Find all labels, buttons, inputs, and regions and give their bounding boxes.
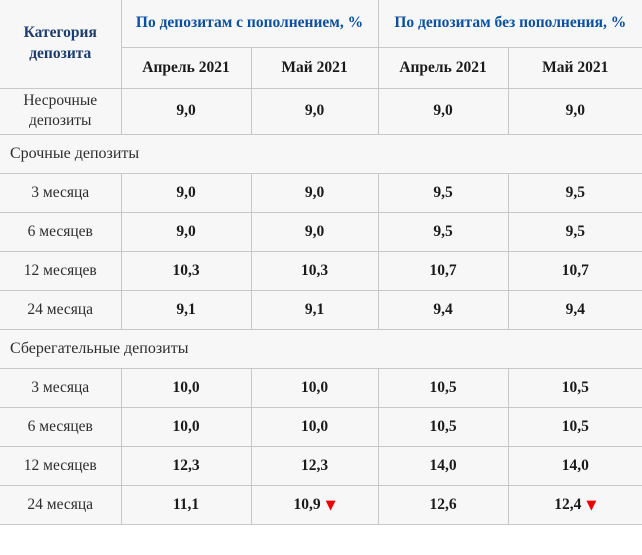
category-column-header: Категория депозита [0, 0, 122, 89]
table-row: 24 месяца 11,1 10,9 ▼ 12,6 12,4 ▼ [0, 485, 642, 526]
rate-value: 10,9 [293, 496, 321, 514]
table-row: Несрочные депозиты 9,0 9,0 9,0 9,0 [0, 88, 642, 136]
rate-cell: 9,0 [378, 88, 509, 136]
deposit-rates-table: Категория депозита По депозитам с пополн… [0, 0, 642, 526]
row-label: 3 месяца [0, 173, 122, 214]
rate-cell: 9,0 [251, 173, 379, 214]
rate-cell: 10,9 ▼ [251, 485, 379, 526]
rate-cell: 9,5 [378, 173, 509, 214]
rate-cell: 10,5 [508, 407, 642, 448]
rate-cell: 10,0 [121, 407, 252, 448]
month-header: Апрель 2021 [378, 47, 509, 89]
rate-cell: 9,0 [121, 173, 252, 214]
table-row: 6 месяцев 10,0 10,0 10,5 10,5 [0, 407, 642, 448]
rate-cell: 9,4 [508, 290, 642, 331]
group-header-without-replenishment: По депозитам без пополнения, % [378, 0, 642, 48]
rate-cell: 12,3 [121, 446, 252, 487]
month-header: Апрель 2021 [121, 47, 252, 89]
rate-cell: 10,5 [378, 368, 509, 409]
rate-cell: 14,0 [508, 446, 642, 487]
rate-cell: 10,5 [508, 368, 642, 409]
rate-cell: 9,1 [251, 290, 379, 331]
section-row: Сберегательные депозиты [0, 329, 642, 370]
rate-cell: 10,0 [251, 368, 379, 409]
rate-cell: 12,4 ▼ [508, 485, 642, 526]
table-row: 6 месяцев 9,0 9,0 9,5 9,5 [0, 212, 642, 253]
rate-cell: 12,3 [251, 446, 379, 487]
rate-cell: 11,1 [121, 485, 252, 526]
rate-cell: 12,6 [378, 485, 509, 526]
rate-cell: 14,0 [378, 446, 509, 487]
month-header: Май 2021 [251, 47, 379, 89]
rate-cell: 9,0 [251, 88, 379, 136]
table-row: 12 месяцев 12,3 12,3 14,0 14,0 [0, 446, 642, 487]
rate-cell: 10,5 [378, 407, 509, 448]
month-header: Май 2021 [508, 47, 642, 89]
rate-cell: 9,0 [251, 212, 379, 253]
rate-cell: 9,5 [378, 212, 509, 253]
rate-value: 12,4 [554, 496, 582, 514]
rate-cell: 10,3 [251, 251, 379, 292]
row-label: 6 месяцев [0, 407, 122, 448]
row-label: 24 месяца [0, 290, 122, 331]
rate-cell: 10,0 [251, 407, 379, 448]
table-row: 3 месяца 9,0 9,0 9,5 9,5 [0, 173, 642, 214]
rate-cell: 9,1 [121, 290, 252, 331]
table-row: 12 месяцев 10,3 10,3 10,7 10,7 [0, 251, 642, 292]
group-header-with-replenishment: По депозитам с пополнением, % [121, 0, 379, 48]
rate-cell: 9,4 [378, 290, 509, 331]
row-label: 12 месяцев [0, 251, 122, 292]
row-label: Несрочные депозиты [0, 88, 122, 136]
row-label: 12 месяцев [0, 446, 122, 487]
row-label: 3 месяца [0, 368, 122, 409]
rate-cell: 9,0 [121, 212, 252, 253]
rate-cell: 10,0 [121, 368, 252, 409]
table-row: 3 месяца 10,0 10,0 10,5 10,5 [0, 368, 642, 409]
section-label: Срочные депозиты [0, 134, 642, 175]
row-label: 24 месяца [0, 485, 122, 526]
rate-cell: 10,7 [378, 251, 509, 292]
rate-cell: 10,7 [508, 251, 642, 292]
rate-cell: 9,5 [508, 212, 642, 253]
row-label: 6 месяцев [0, 212, 122, 253]
table-header-month-row: Апрель 2021 Май 2021 Апрель 2021 Май 202… [0, 47, 642, 89]
decrease-icon: ▼ [325, 498, 336, 514]
rate-cell: 9,0 [121, 88, 252, 136]
decrease-icon: ▼ [586, 498, 597, 514]
section-row: Срочные депозиты [0, 134, 642, 175]
rate-cell: 10,3 [121, 251, 252, 292]
rate-cell: 9,0 [508, 88, 642, 136]
table-header-group-row: Категория депозита По депозитам с пополн… [0, 0, 642, 89]
section-label: Сберегательные депозиты [0, 329, 642, 370]
rate-cell: 9,5 [508, 173, 642, 214]
table-row: 24 месяца 9,1 9,1 9,4 9,4 [0, 290, 642, 331]
